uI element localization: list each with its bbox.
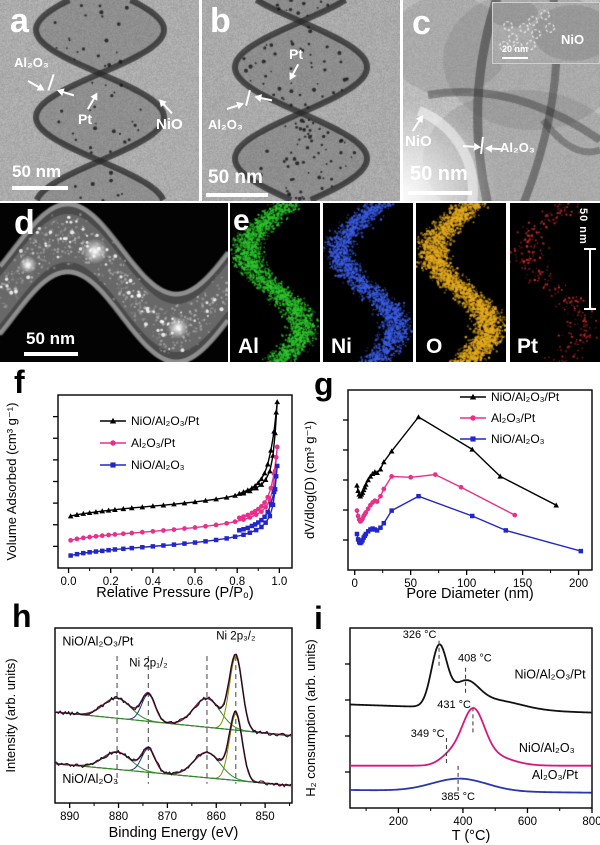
- chart-i-tpr: 200 400 600 800 T (°C) H₂ consumption (arb. u…: [300, 603, 600, 845]
- scalebar-label-e: 50 nm: [577, 208, 589, 245]
- svg-text:Volume Adsorbed (cm³ g⁻¹): Volume Adsorbed (cm³ g⁻¹): [4, 403, 19, 561]
- chart-g-pore-distribution: 0 50 100 150 200 Pore Diameter (nm) dV/dlog(D)…: [300, 365, 600, 602]
- svg-text:dV/dlog(D) (cm³ g⁻¹): dV/dlog(D) (cm³ g⁻¹): [302, 421, 317, 539]
- figure-root: a b c Al₂O₃ Pt NiO 50 nm Pt Al₂O₃ 50 nm …: [0, 0, 600, 845]
- label-nio-a: NiO: [156, 117, 183, 132]
- svg-text:NiO/Al₂O₃/Pt: NiO/Al₂O₃/Pt: [131, 414, 200, 428]
- panel-letter-e: e: [233, 206, 250, 236]
- svg-text:Intensity (arb. units): Intensity (arb. units): [3, 658, 18, 772]
- panel-letter-g: g: [314, 368, 334, 400]
- svg-text:860: 860: [207, 811, 226, 823]
- svg-text:NiO/Al₂O₃: NiO/Al₂O₃: [131, 458, 185, 472]
- svg-text:Al₂O₃/Pt: Al₂O₃/Pt: [532, 768, 579, 782]
- inset-scalebar: [502, 57, 528, 59]
- eds-element-label-ni: Ni: [331, 336, 352, 357]
- tem-inset-c: NiO 20 nm: [492, 2, 600, 64]
- svg-text:408 °C: 408 °C: [458, 652, 492, 664]
- svg-text:880: 880: [109, 811, 128, 823]
- eds-element-label-o: O: [426, 336, 442, 357]
- panel-letter-f: f: [14, 366, 25, 398]
- svg-text:349 °C: 349 °C: [411, 728, 445, 740]
- svg-text:T (°C): T (°C): [452, 828, 491, 844]
- svg-text:431 °C: 431 °C: [437, 699, 471, 711]
- eds-element-label-al: Al: [238, 336, 259, 357]
- panel-letter-i: i: [314, 602, 323, 634]
- svg-text:0: 0: [352, 578, 358, 590]
- svg-text:850: 850: [256, 811, 275, 823]
- svg-text:Ni 2p₃/₂: Ni 2p₃/₂: [216, 630, 255, 642]
- svg-text:200: 200: [389, 816, 408, 828]
- svg-text:Relative Pressure (P/P₀): Relative Pressure (P/P₀): [96, 585, 254, 601]
- scalebar-e: [589, 248, 591, 310]
- svg-text:Ni 2p₁/₂: Ni 2p₁/₂: [129, 658, 167, 670]
- svg-text:870: 870: [158, 811, 177, 823]
- svg-text:NiO/Al₂O₃: NiO/Al₂O₃: [62, 772, 118, 786]
- svg-text:600: 600: [518, 816, 537, 828]
- chart-h-xps: 890 880 870 860 850 Binding Energy (eV) Intens…: [0, 603, 300, 845]
- svg-text:NiO/Al₂O₃: NiO/Al₂O₃: [491, 432, 545, 446]
- scalebar-label-d: 50 nm: [26, 330, 75, 347]
- label-nio-c: NiO: [405, 134, 432, 149]
- scalebar-label-b: 50 nm: [208, 168, 263, 187]
- panel-letter-b: b: [210, 4, 231, 38]
- svg-text:200: 200: [569, 578, 588, 590]
- svg-text:NiO/Al₂O₃/Pt: NiO/Al₂O₃/Pt: [491, 390, 560, 404]
- panel-letter-d: d: [14, 206, 35, 240]
- inset-scalebar-label: 20 nm: [502, 45, 528, 54]
- label-al2o3-b: Al₂O₃: [208, 118, 243, 131]
- panel-letter-c: c: [412, 6, 431, 40]
- scalebar-label-a: 50 nm: [12, 163, 61, 180]
- label-al2o3-c: Al₂O₃: [500, 141, 535, 154]
- svg-text:H₂ consumption (arb. units): H₂ consumption (arb. units): [303, 639, 318, 797]
- svg-text:NiO/Al₂O₃/Pt: NiO/Al₂O₃/Pt: [62, 635, 134, 649]
- panel-letter-a: a: [10, 4, 29, 38]
- eds-element-label-pt: Pt: [517, 336, 538, 357]
- svg-text:NiO/Al₂O₃/Pt: NiO/Al₂O₃/Pt: [515, 667, 587, 681]
- svg-text:1.0: 1.0: [271, 576, 287, 588]
- svg-text:Pore Diameter (nm): Pore Diameter (nm): [406, 586, 533, 602]
- label-pt-b: Pt: [289, 47, 303, 61]
- label-pt-a: Pt: [78, 112, 92, 126]
- chart-f-isotherm: 0.0 0.2 0.4 0.6 0.8 1.0 Relative Pressure (P/P…: [0, 365, 300, 602]
- scalebar-d: [24, 352, 78, 356]
- scalebar-b: [206, 193, 268, 197]
- inset-label-nio: NiO: [561, 33, 584, 46]
- scalebar-e-cap: [584, 308, 596, 310]
- scalebar-c: [408, 191, 472, 195]
- label-al2o3-a: Al₂O₃: [14, 56, 49, 69]
- svg-text:Binding Energy (eV): Binding Energy (eV): [109, 825, 239, 841]
- svg-text:NiO/Al₂O₃: NiO/Al₂O₃: [519, 741, 575, 755]
- svg-text:800: 800: [582, 816, 600, 828]
- svg-text:0.0: 0.0: [61, 576, 77, 588]
- svg-text:890: 890: [60, 811, 79, 823]
- scalebar-label-c: 50 nm: [410, 164, 468, 184]
- scalebar-e-cap: [584, 248, 596, 250]
- svg-text:385 °C: 385 °C: [441, 791, 475, 803]
- panel-letter-h: h: [12, 600, 32, 632]
- svg-text:Al₂O₃/Pt: Al₂O₃/Pt: [131, 436, 176, 450]
- svg-text:Al₂O₃/Pt: Al₂O₃/Pt: [491, 411, 536, 425]
- scalebar-a: [12, 186, 68, 190]
- svg-text:326 °C: 326 °C: [403, 629, 437, 641]
- svg-text:400: 400: [453, 816, 472, 828]
